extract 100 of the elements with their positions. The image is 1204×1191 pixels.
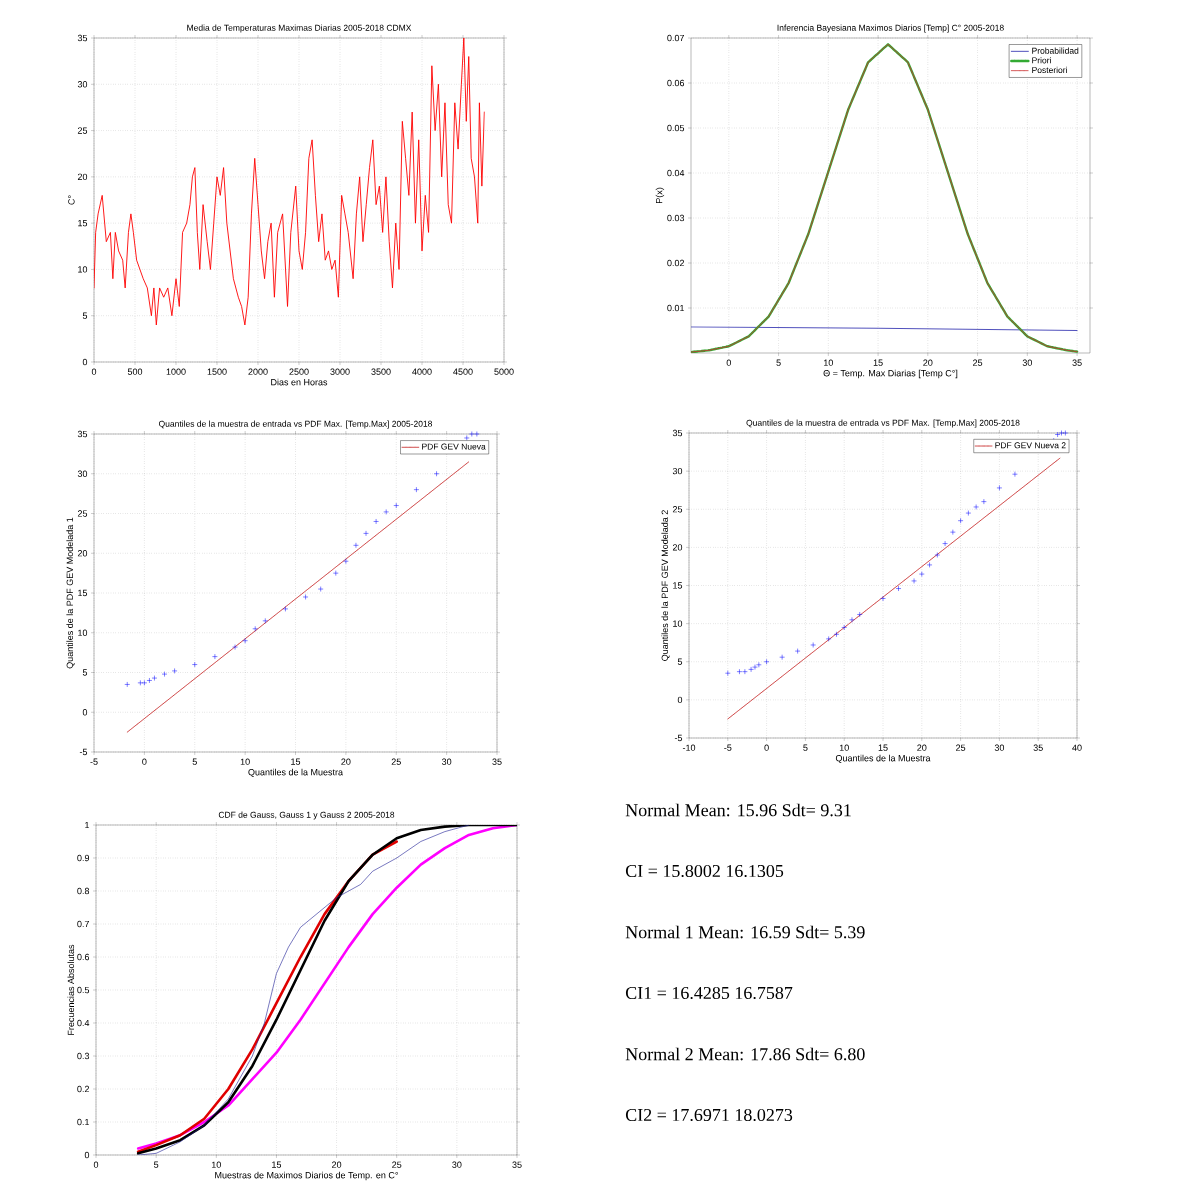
y-tick-label: 25 (672, 506, 683, 513)
y-tick-label: 10 (78, 629, 88, 636)
x-tick-label: 10 (839, 744, 849, 751)
y-tick-label: 0.1 (77, 1118, 90, 1126)
x-tick-label: 10 (240, 758, 250, 765)
x-tick-label: -10 (682, 744, 696, 751)
y-tick-label: 0.6 (77, 953, 90, 961)
y-tick-label: 20 (672, 544, 683, 551)
y-tick-label: 5 (82, 669, 88, 676)
x-tick-label: 20 (917, 744, 927, 751)
x-axis-title: Quantiles de la Muestra (835, 754, 931, 763)
x-tick-label: 20 (341, 758, 351, 765)
text: Normal 1 Mean: 16.59 Sdt= 5.39 (625, 925, 865, 939)
chart-title: Quantiles de la muestra de entrada vs PDF Max. [Temp.Max] 2005-2018 (158, 420, 433, 429)
legend-label: Priori (1032, 57, 1051, 64)
y-tick-label: 0 (677, 696, 683, 704)
x-tick-label: 5 (154, 1161, 159, 1168)
x-tick-label: 15 (272, 1161, 282, 1168)
x-tick-label: 20 (923, 359, 933, 366)
legend-label: Probabilidad (1032, 47, 1079, 54)
x-tick-label: -5 (724, 744, 732, 751)
y-tick-label: 0.03 (667, 214, 685, 222)
y-tick-label: 5 (82, 312, 88, 319)
y-tick-label: 15 (78, 589, 88, 597)
x-tick-label: 35 (492, 758, 502, 765)
x-tick-label: 10 (824, 359, 833, 366)
x-tick-label: 30 (1022, 359, 1032, 366)
y-tick-label: 10 (673, 620, 683, 627)
y-axis-title: C° (68, 195, 75, 205)
x-tick-label: 25 (956, 744, 966, 751)
legend-label: PDF GEV Nueva (422, 443, 486, 450)
y-tick-label: 0.04 (667, 169, 685, 177)
y-tick-label: 5 (677, 658, 683, 665)
x-tick-label: 0 (764, 744, 769, 751)
x-tick-label: 4500 (453, 368, 473, 375)
y-tick-label: 0.4 (77, 1019, 90, 1027)
y-tick-label: 25 (77, 510, 88, 517)
x-tick-label: 0 (93, 1161, 99, 1168)
x-tick-label: 35 (1033, 744, 1043, 751)
y-tick-label: 15 (673, 582, 683, 589)
x-tick-label: 40 (1072, 744, 1082, 751)
x-tick-label: 4000 (412, 368, 432, 375)
y-tick-label: 0.01 (667, 304, 685, 312)
y-tick-label: 30 (77, 81, 88, 88)
y-axis-title: P(x) (655, 187, 665, 204)
y-tick-label: 35 (77, 34, 88, 42)
chart-title: Inferencia Bayesiana Maximos Diarios [Temp] C° 2005-2018 (777, 24, 1004, 33)
x-tick-label: 5 (776, 359, 781, 366)
y-tick-label: 0.8 (77, 887, 90, 895)
x-tick-label: 30 (994, 744, 1005, 751)
y-tick-label: 0.3 (77, 1052, 90, 1060)
x-tick-label: 3500 (371, 368, 391, 375)
text: Normal 2 Mean: 17.86 Sdt= 6.80 (625, 1047, 865, 1061)
x-tick-label: 5 (803, 744, 808, 751)
y-tick-label: 0 (84, 1151, 90, 1159)
x-tick-label: 25 (392, 1161, 402, 1168)
x-tick-label: 5000 (494, 368, 514, 375)
x-tick-label: 0 (91, 368, 97, 375)
y-tick-label: 0.05 (667, 124, 685, 132)
y-tick-label: 0.2 (77, 1085, 90, 1093)
chart-title: CDF de Gauss, Gauss 1 y Gauss 2 2005-2018 (218, 811, 395, 820)
x-tick-label: 15 (878, 744, 888, 751)
x-tick-label: 30 (441, 758, 452, 765)
x-tick-label: 25 (391, 758, 401, 765)
y-axis-title: Quantiles de la PDF GEV Modelada 1 (66, 517, 75, 669)
y-tick-label: 0.02 (667, 259, 685, 267)
text: CI2 = 17.6971 18.0273 (625, 1108, 793, 1122)
y-tick-label: 35 (77, 430, 88, 438)
legend-label: Posteriori (1032, 66, 1067, 74)
y-tick-label: 20 (77, 173, 88, 181)
x-axis-title: Dias en Horas (271, 378, 328, 386)
text: CI = 15.8002 16.1305 (625, 864, 784, 878)
x-tick-label: 0 (726, 359, 731, 366)
x-tick-label: 35 (1072, 359, 1082, 366)
y-tick-label: -5 (674, 734, 683, 742)
text: CI1 = 16.4285 16.7587 (625, 986, 793, 1000)
y-tick-label: 20 (77, 550, 88, 557)
y-tick-label: 1 (85, 821, 90, 829)
y-tick-label: 0.06 (667, 79, 685, 87)
y-tick-label: 0.07 (667, 34, 685, 42)
x-tick-label: 10 (211, 1161, 221, 1168)
y-tick-label: 0.7 (77, 920, 90, 928)
y-tick-label: 0.5 (77, 986, 90, 994)
y-tick-label: 30 (77, 470, 88, 477)
y-axis-title: Frecuencias Absolutas (67, 944, 75, 1035)
y-tick-label: 10 (78, 266, 88, 273)
chart-title: Media de Temperaturas Maximas Diarias 2005-2018 CDMX (187, 24, 412, 33)
x-axis-title: Muestras de Maximos Diarios de Temp. en C° (215, 1171, 398, 1181)
y-tick-label: 0 (82, 709, 88, 716)
y-tick-label: 30 (672, 467, 683, 475)
x-tick-label: 15 (873, 359, 883, 366)
y-tick-label: 35 (672, 429, 683, 437)
y-axis-title: Quantiles de la PDF GEV Modelada 2 (661, 510, 670, 661)
x-tick-label: 0 (142, 758, 147, 765)
x-tick-label: 3000 (330, 368, 350, 375)
legend-label: PDF GEV Nueva 2 (995, 442, 1066, 449)
y-tick-label: 0.9 (77, 854, 90, 862)
chart-title: Quantiles de la muestra de entrada vs PDF Max. [Temp.Max] 2005-2018 (746, 419, 1020, 428)
x-axis-title: Θ = Temp. Max Diarias [Temp C°] (823, 369, 958, 379)
x-tick-label: 25 (973, 359, 983, 366)
